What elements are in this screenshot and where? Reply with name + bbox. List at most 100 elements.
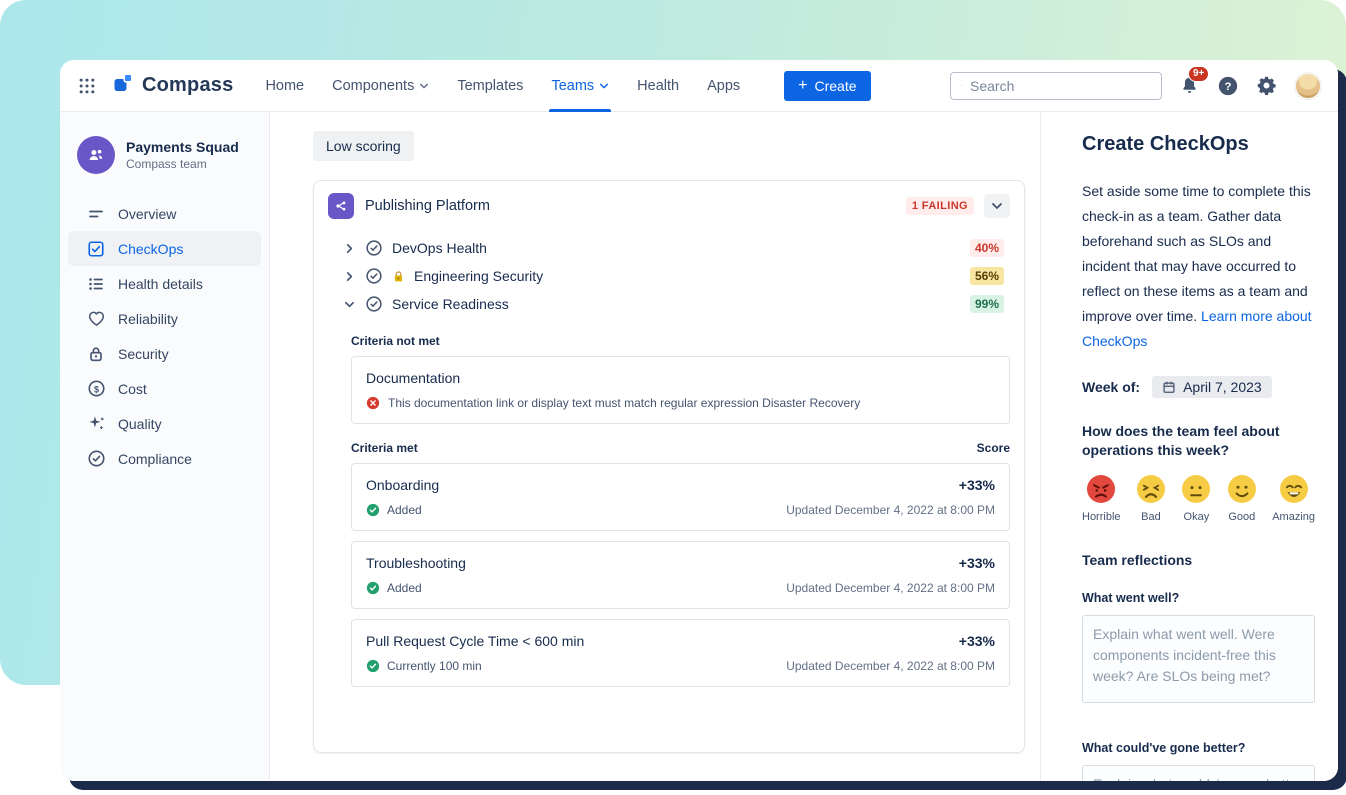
notification-count-badge: 9+ bbox=[1188, 66, 1210, 82]
panel-title: Create CheckOps bbox=[1082, 133, 1249, 155]
nav-item-health[interactable]: Health bbox=[637, 77, 680, 94]
heart-icon bbox=[86, 309, 106, 328]
help-icon[interactable]: ? bbox=[1217, 75, 1239, 97]
create-checkops-panel: Create CheckOps Set aside some time to c… bbox=[1040, 112, 1338, 781]
criterion-card-pr-cycle-time: Pull Request Cycle Time < 600 min +33% C… bbox=[351, 619, 1010, 687]
mood-good[interactable]: Good bbox=[1227, 474, 1257, 523]
chevron-right-icon[interactable] bbox=[342, 243, 356, 254]
nav-item-components[interactable]: Components bbox=[318, 60, 443, 112]
low-scoring-filter-chip[interactable]: Low scoring bbox=[313, 131, 414, 161]
neutral-face-icon bbox=[1182, 475, 1211, 503]
mood-amazing[interactable]: Amazing bbox=[1272, 474, 1315, 523]
went-well-textarea[interactable] bbox=[1082, 615, 1315, 703]
app-window: Compass Home Components Templates Teams … bbox=[60, 60, 1338, 781]
criterion-card-documentation: Documentation This documentation link or… bbox=[351, 356, 1010, 424]
mood-horrible[interactable]: Horrible bbox=[1082, 474, 1121, 523]
search-box[interactable] bbox=[950, 71, 1162, 100]
checkbox-icon bbox=[86, 240, 106, 258]
score-badge: 56% bbox=[969, 267, 1004, 285]
chevron-down-icon[interactable] bbox=[342, 299, 356, 310]
score-column-label: Score bbox=[976, 441, 1010, 455]
list-icon bbox=[86, 274, 106, 294]
criterion-score: +33% bbox=[958, 477, 995, 493]
mood-bad[interactable]: Bad bbox=[1136, 474, 1166, 523]
lock-icon bbox=[86, 345, 106, 363]
scorecard-rows: DevOps Health 40% Engineering Security 5… bbox=[342, 234, 1004, 318]
chevron-down-icon bbox=[420, 83, 429, 88]
main-content: Low scoring Publishing Platform 1 FAILIN… bbox=[270, 112, 1040, 781]
scorecard-row-service-readiness[interactable]: Service Readiness 99% bbox=[342, 290, 1004, 318]
chevron-down-icon bbox=[600, 83, 609, 88]
week-of-row: Week of: April 7, 2023 bbox=[1082, 376, 1315, 398]
criterion-score: +33% bbox=[958, 555, 995, 571]
team-header: Payments Squad Compass team bbox=[60, 112, 269, 174]
week-date-picker[interactable]: April 7, 2023 bbox=[1152, 376, 1272, 398]
create-button[interactable]: + Create bbox=[784, 70, 871, 101]
learn-more-link[interactable]: Learn more about CheckOps bbox=[1082, 308, 1312, 349]
criterion-score: +33% bbox=[958, 633, 995, 649]
success-icon bbox=[366, 503, 380, 517]
search-input[interactable] bbox=[970, 77, 1151, 94]
scorecard-row-devops-health[interactable]: DevOps Health 40% bbox=[342, 234, 1004, 262]
nav-item-home[interactable]: Home bbox=[265, 77, 305, 94]
score-badge: 99% bbox=[969, 295, 1004, 313]
chevron-right-icon[interactable] bbox=[342, 271, 356, 282]
criteria-met-label: Criteria met bbox=[351, 441, 418, 455]
svg-text:$: $ bbox=[93, 384, 98, 394]
gold-lock-icon bbox=[394, 270, 403, 281]
plus-icon: + bbox=[798, 76, 808, 94]
notifications-bell-icon[interactable]: 9+ bbox=[1179, 66, 1210, 96]
sidebar-item-health-details[interactable]: Health details bbox=[68, 266, 261, 301]
success-icon bbox=[366, 659, 380, 673]
grin-face-icon bbox=[1279, 475, 1308, 503]
svg-text:?: ? bbox=[1225, 81, 1232, 93]
sidebar-item-compliance[interactable]: Compliance bbox=[68, 441, 261, 476]
search-icon bbox=[961, 85, 962, 86]
compass-logo[interactable]: Compass bbox=[112, 72, 233, 99]
compass-logo-icon bbox=[112, 72, 134, 99]
criterion-error-message: This documentation link or display text … bbox=[388, 396, 861, 410]
sidebar-item-quality[interactable]: Quality bbox=[68, 406, 261, 441]
panel-intro: Set aside some time to complete this che… bbox=[1082, 183, 1312, 349]
scorecard-icon bbox=[366, 268, 382, 284]
component-card: Publishing Platform 1 FAILING DevOps Hea… bbox=[313, 180, 1025, 753]
sidebar-item-checkops[interactable]: CheckOps bbox=[68, 231, 261, 266]
team-type: Compass team bbox=[126, 157, 207, 171]
dollar-icon: $ bbox=[86, 379, 106, 398]
nav-item-templates[interactable]: Templates bbox=[457, 77, 524, 94]
settings-gear-icon[interactable] bbox=[1256, 75, 1277, 96]
nav-item-teams[interactable]: Teams bbox=[537, 60, 623, 112]
criterion-updated: Updated December 4, 2022 at 8:00 PM bbox=[786, 581, 995, 595]
team-avatar bbox=[77, 136, 115, 174]
team-name: Payments Squad bbox=[126, 139, 239, 155]
failing-badge: 1 FAILING bbox=[905, 197, 974, 215]
success-icon bbox=[366, 581, 380, 595]
overview-icon bbox=[86, 204, 106, 224]
mood-okay[interactable]: Okay bbox=[1181, 474, 1211, 523]
error-icon bbox=[366, 396, 380, 410]
sidebar-item-cost[interactable]: $ Cost bbox=[68, 371, 261, 406]
nav-item-apps[interactable]: Apps bbox=[707, 77, 741, 94]
logo-text: Compass bbox=[142, 74, 234, 96]
criterion-title: Documentation bbox=[366, 370, 461, 386]
criterion-updated: Updated December 4, 2022 at 8:00 PM bbox=[786, 503, 995, 517]
scorecard-row-engineering-security[interactable]: Engineering Security 56% bbox=[342, 262, 1004, 290]
scorecard-icon bbox=[366, 240, 382, 256]
angry-face-icon bbox=[1087, 475, 1116, 503]
nav-right-cluster: 9+ ? bbox=[950, 66, 1322, 100]
sparkle-icon bbox=[86, 414, 106, 433]
sidebar-item-overview[interactable]: Overview bbox=[68, 196, 261, 231]
sidebar-item-security[interactable]: Security bbox=[68, 336, 261, 371]
gone-better-textarea[interactable] bbox=[1082, 765, 1315, 781]
team-sidebar: Payments Squad Compass team Overview Che… bbox=[60, 112, 270, 781]
team-reflections-title: Team reflections bbox=[1082, 552, 1193, 568]
collapse-card-button[interactable] bbox=[984, 194, 1010, 218]
mood-question: How does the team feel about operations … bbox=[1082, 423, 1280, 458]
nav-links: Home Components Templates Teams Health A… bbox=[251, 60, 754, 112]
app-switcher-icon[interactable] bbox=[78, 77, 96, 95]
sidebar-item-reliability[interactable]: Reliability bbox=[68, 301, 261, 336]
user-avatar[interactable] bbox=[1294, 71, 1322, 100]
calendar-icon bbox=[1163, 381, 1175, 393]
criterion-card-onboarding: Onboarding +33% Added Updated December 4… bbox=[351, 463, 1010, 531]
component-title[interactable]: Publishing Platform bbox=[365, 198, 490, 214]
